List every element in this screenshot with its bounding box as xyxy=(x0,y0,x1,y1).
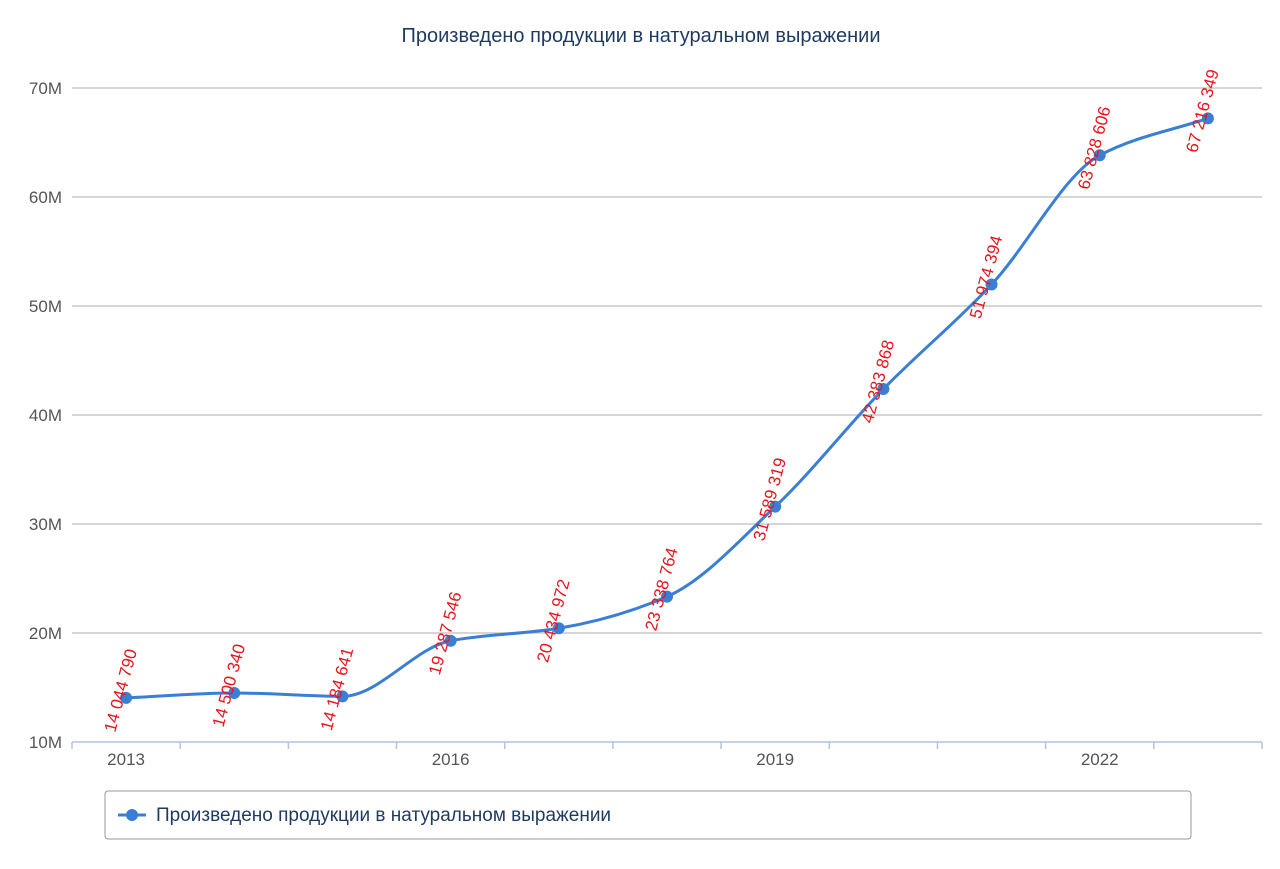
x-tick-label: 2022 xyxy=(1081,750,1119,769)
data-label: 14 500 340 xyxy=(209,642,249,729)
y-tick-label: 40M xyxy=(29,406,62,425)
data-label: 23 338 764 xyxy=(641,546,681,633)
x-tick-label: 2013 xyxy=(107,750,145,769)
data-point[interactable] xyxy=(985,278,998,291)
series-group xyxy=(120,112,1214,704)
y-axis-ticks: 10M 20M 30M 40M 50M 60M 70M xyxy=(29,79,62,752)
x-axis: 2013 2016 2019 2022 xyxy=(71,741,1263,769)
data-point[interactable] xyxy=(769,500,782,513)
data-point[interactable] xyxy=(120,691,133,704)
data-point[interactable] xyxy=(444,634,457,647)
data-label: 14 184 641 xyxy=(317,645,357,732)
data-point[interactable] xyxy=(336,690,349,703)
y-tick-label: 60M xyxy=(29,188,62,207)
data-point[interactable] xyxy=(877,383,890,396)
legend[interactable]: Произведено продукции в натуральном выра… xyxy=(104,790,1192,840)
series-line xyxy=(126,116,1209,700)
data-point[interactable] xyxy=(1093,149,1106,162)
x-tick-label: 2016 xyxy=(432,750,470,769)
data-point[interactable] xyxy=(661,590,673,603)
data-label: 63 828 606 xyxy=(1074,104,1114,191)
chart-title: Произведено продукции в натуральном выра… xyxy=(402,25,881,47)
data-label: 67 216 349 xyxy=(1182,67,1222,154)
legend-box xyxy=(104,790,1192,840)
data-label: 14 044 790 xyxy=(101,647,141,734)
data-point[interactable] xyxy=(1201,112,1214,125)
x-tick-label: 2019 xyxy=(756,750,794,769)
data-point[interactable] xyxy=(228,686,241,699)
y-tick-label: 30M xyxy=(29,515,62,534)
data-label: 51 974 394 xyxy=(966,233,1006,320)
y-tick-label: 50M xyxy=(29,297,62,316)
data-point[interactable] xyxy=(552,622,565,635)
y-gridlines xyxy=(72,87,1262,634)
y-tick-label: 70M xyxy=(29,79,62,98)
legend-series-label: Произведено продукции в натуральном выра… xyxy=(156,805,611,826)
y-tick-label: 10M xyxy=(29,733,62,752)
legend-series-marker xyxy=(126,809,138,821)
data-label: 20 434 972 xyxy=(533,577,573,664)
y-tick-label: 20M xyxy=(29,624,62,643)
